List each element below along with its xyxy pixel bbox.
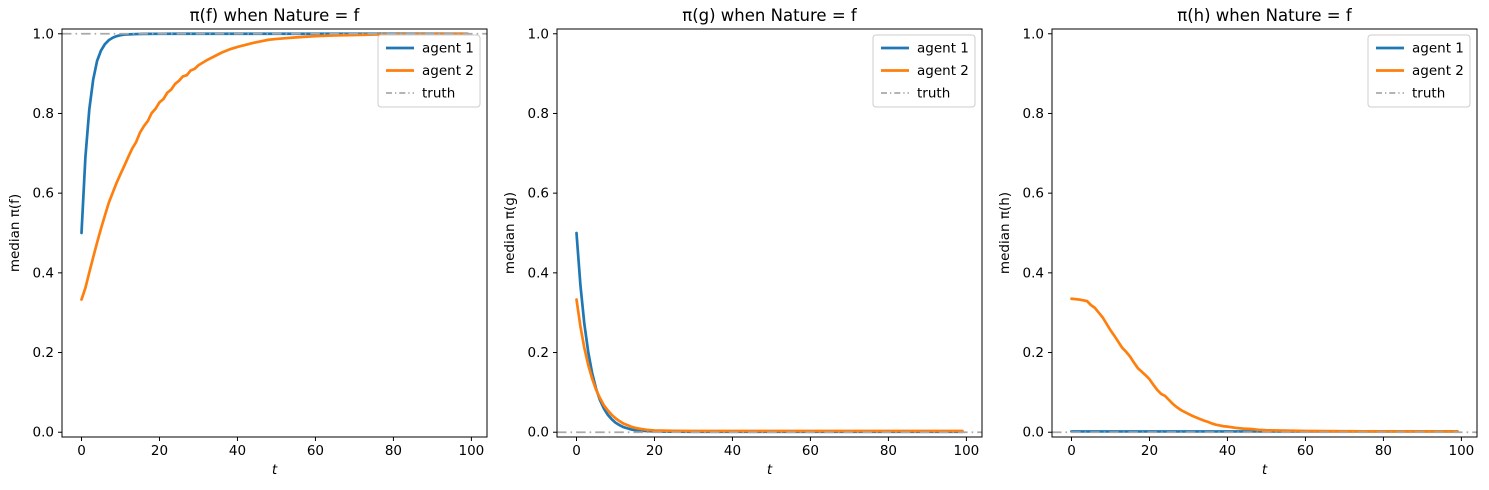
legend-item-agent-1: agent 1 (1376, 41, 1464, 57)
legend-label: agent 2 (917, 63, 969, 79)
subplot-pi-h: 0 20 40 60 80 100 0.0 0.2 0.4 0.6 0.8 1.0 π(h) when … (997, 6, 1478, 478)
axes-spines (1051, 28, 1478, 438)
x-tick-label: 40 (229, 443, 246, 459)
x-tick-label: 20 (151, 443, 168, 459)
legend-label: truth (1412, 86, 1445, 102)
y-tick-label: 0.0 (33, 425, 54, 441)
x-tick-label: 80 (1375, 443, 1392, 459)
legend-label: truth (917, 86, 950, 102)
legend-item-truth: truth (881, 86, 950, 102)
y-tick-label: 1.0 (1023, 26, 1044, 42)
legend-item-truth: truth (1376, 86, 1445, 102)
series-line-agent-2 (80, 32, 469, 301)
legend-item-agent-2: agent 2 (881, 63, 969, 79)
x-tick-label: 0 (77, 443, 86, 459)
y-tick-label: 1.0 (528, 26, 549, 42)
legend-item-agent-2: agent 2 (386, 63, 474, 79)
chart-title: π(f) when Nature = f (190, 6, 361, 25)
y-tick-label: 0.6 (33, 186, 54, 202)
legend: agent 1 agent 2 truth (1367, 34, 1471, 108)
legend-label: agent 2 (422, 63, 474, 79)
y-tick-label: 0.6 (528, 186, 549, 202)
x-tick-label: 100 (1449, 443, 1475, 459)
legend-box (1367, 34, 1471, 108)
legend-label: agent 2 (1412, 63, 1464, 79)
x-tick-label: 100 (459, 443, 485, 459)
axes-spines (556, 28, 983, 438)
y-tick-label: 0.0 (1023, 425, 1044, 441)
legend-box (377, 34, 481, 108)
legend-label: agent 1 (1412, 41, 1464, 57)
legend-item-agent-2: agent 2 (1376, 63, 1464, 79)
x-tick-label: 40 (724, 443, 741, 459)
y-tick-label: 0.0 (528, 425, 549, 441)
y-tick-label: 0.8 (33, 106, 54, 122)
y-tick-label: 0.8 (1023, 106, 1044, 122)
x-tick-label: 60 (307, 443, 324, 459)
y-axis-label: median π(h) (997, 192, 1013, 274)
y-axis-label: median π(f) (7, 194, 23, 272)
x-tick-label: 0 (572, 443, 581, 459)
y-axis-label: median π(g) (502, 192, 518, 274)
x-tick-label: 80 (385, 443, 402, 459)
x-tick-label: 20 (1141, 443, 1158, 459)
axes-spines (61, 28, 488, 438)
x-tick-label: 20 (646, 443, 663, 459)
y-tick-label: 0.6 (1023, 186, 1044, 202)
chart-title: π(h) when Nature = f (1177, 6, 1353, 25)
legend-box (872, 34, 976, 108)
x-axis-label: t (272, 462, 278, 478)
series-line-agent-2 (1070, 297, 1459, 433)
legend: agent 1 agent 2 truth (872, 34, 976, 108)
x-axis-label: t (1262, 462, 1268, 478)
legend-item-agent-1: agent 1 (881, 41, 969, 57)
y-tick-label: 0.4 (1023, 265, 1044, 281)
legend-item-truth: truth (386, 86, 455, 102)
legend-item-agent-1: agent 1 (386, 41, 474, 57)
series-line-agent-1 (575, 231, 964, 434)
legend-label: agent 1 (917, 41, 969, 57)
legend-label: truth (422, 86, 455, 102)
x-tick-label: 80 (880, 443, 897, 459)
x-tick-label: 60 (1297, 443, 1314, 459)
y-tick-label: 0.4 (528, 265, 549, 281)
subplot-pi-f: 0 20 40 60 80 100 0.0 0.2 0.4 0.6 0.8 1.0 π(f) when … (7, 6, 488, 478)
y-tick-label: 0.4 (33, 265, 54, 281)
y-tick-label: 1.0 (33, 26, 54, 42)
legend: agent 1 agent 2 truth (377, 34, 481, 108)
x-tick-label: 0 (1067, 443, 1076, 459)
x-tick-label: 40 (1219, 443, 1236, 459)
y-tick-label: 0.8 (528, 106, 549, 122)
legend-label: agent 1 (422, 41, 474, 57)
y-tick-label: 0.2 (1023, 345, 1044, 361)
subplot-pi-g: 0 20 40 60 80 100 0.0 0.2 0.4 0.6 0.8 1.0 π(g) when … (502, 6, 983, 478)
y-tick-label: 0.2 (33, 345, 54, 361)
y-tick-label: 0.2 (528, 345, 549, 361)
x-axis-label: t (767, 462, 773, 478)
chart-title: π(g) when Nature = f (682, 6, 858, 25)
series-line-agent-2 (575, 298, 964, 433)
x-tick-label: 100 (954, 443, 980, 459)
x-tick-label: 60 (802, 443, 819, 459)
